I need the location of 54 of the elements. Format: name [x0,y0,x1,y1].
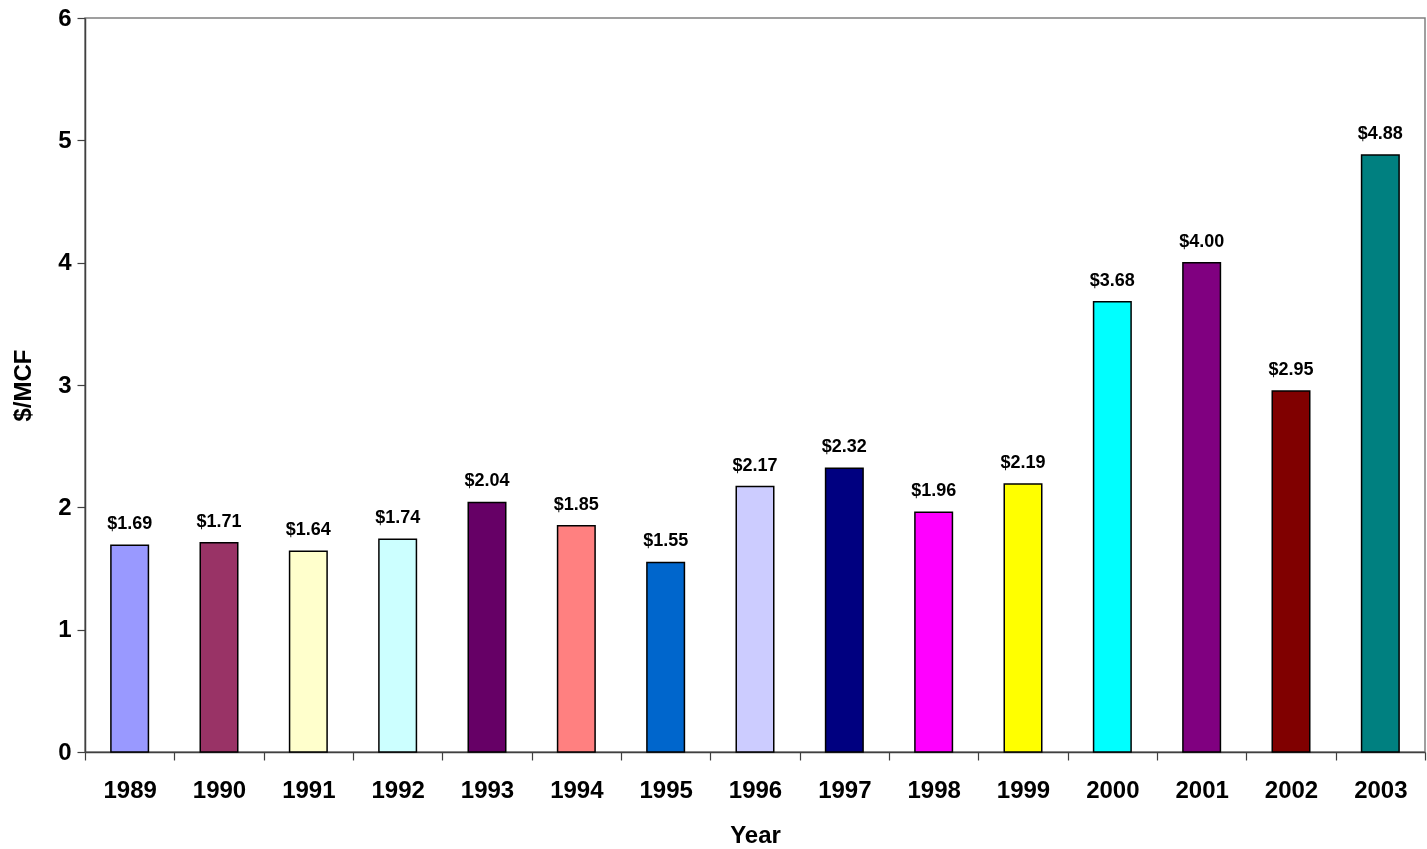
x-axis-title: Year [730,820,781,848]
y-tick-label: 3 [58,370,72,398]
bar [1182,261,1222,753]
x-tick-label: 1999 [996,775,1051,803]
bar [378,538,418,753]
y-tick-label: 5 [58,125,72,153]
data-label: $1.69 [107,513,153,534]
bar [467,501,507,753]
x-tick-label: 1990 [192,775,247,803]
y-axis-title: $/MCF [9,349,37,422]
bar [646,561,686,753]
y-tick-label: 6 [58,3,72,31]
data-label: $3.68 [1089,269,1135,290]
x-tick-label: 2001 [1175,775,1229,803]
x-tick-label: 1995 [639,775,693,803]
bar [1360,154,1400,753]
bar [914,511,954,753]
data-label: $2.95 [1268,359,1314,380]
bar [1092,301,1132,753]
bar [1271,390,1311,753]
x-tick-label: 1998 [907,775,961,803]
x-tick-label: 1991 [282,775,336,803]
data-label: $1.74 [375,507,421,528]
bar [735,485,775,753]
data-label: $2.17 [732,454,778,475]
bar [1003,483,1043,753]
x-tick-label: 2002 [1264,775,1319,803]
x-tick-label: 1994 [550,775,605,803]
x-tick-label: 2000 [1086,775,1140,803]
x-tick-label: 1993 [460,775,515,803]
bar [556,524,596,753]
data-label: $2.32 [821,436,867,457]
x-tick-label: 1996 [728,775,783,803]
data-label: $2.19 [1000,452,1046,473]
bar [288,550,328,753]
data-label: $1.55 [643,530,689,551]
y-tick-label: 0 [58,737,72,765]
data-label: $1.85 [553,493,599,514]
bar [824,467,864,753]
data-label: $1.96 [911,480,957,501]
x-tick-label: 1997 [818,775,872,803]
data-label: $1.71 [196,510,242,531]
y-tick-label: 1 [58,615,72,643]
data-label: $2.04 [464,470,510,491]
x-tick-label: 1989 [103,775,157,803]
x-tick-label: 2003 [1354,775,1408,803]
y-tick-label: 2 [58,492,72,520]
x-tick-label: 1992 [371,775,425,803]
y-tick-label: 4 [58,248,73,276]
bar [199,542,239,753]
bar [110,544,150,753]
data-label: $4.88 [1357,123,1403,144]
data-label: $4.00 [1179,230,1225,251]
data-label: $1.64 [285,519,331,540]
